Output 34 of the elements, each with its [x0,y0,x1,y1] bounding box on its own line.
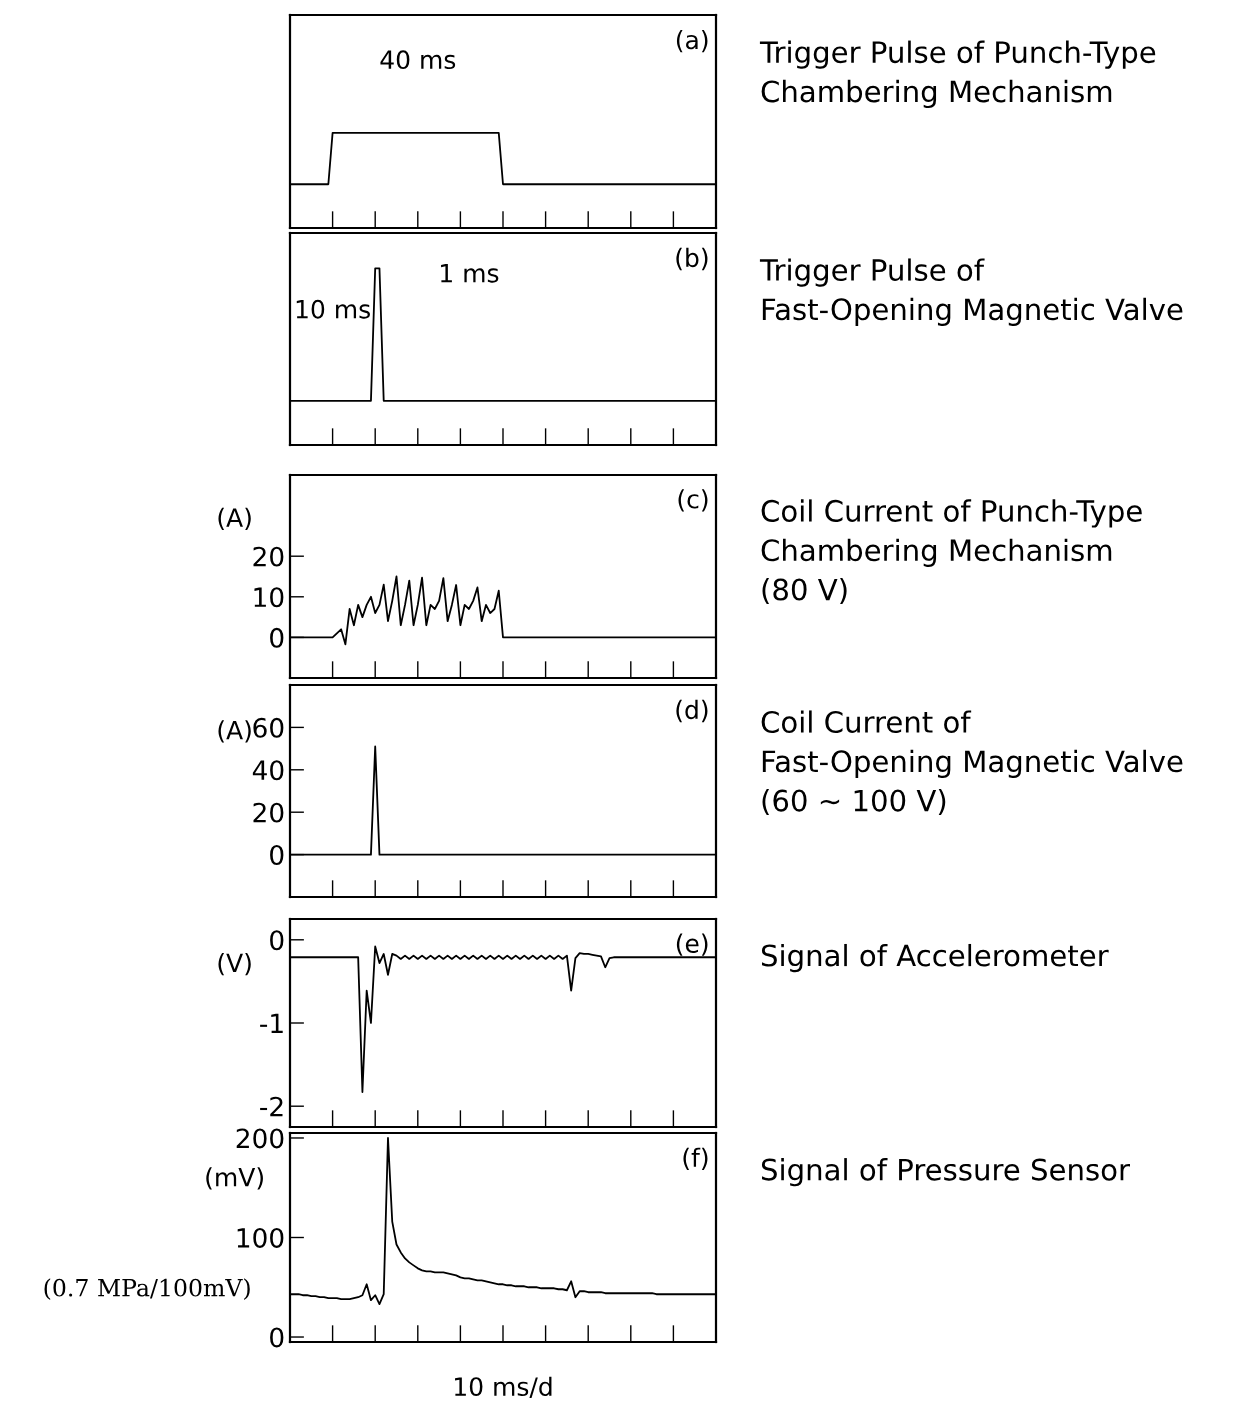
y-tick-label: 0 [270,930,284,951]
text: Coil Current of Punch-Type Chambering Mechanism (80 V) [761,499,1142,604]
text: Trigger Pulse of Fast-Opening Magnetic Valve [759,258,1183,326]
text: (0.7 MPa/100mV) [44,1278,250,1300]
y-tick-label: 100 [237,1227,284,1248]
text: 40 ms [380,50,456,70]
y-tick-label: -2 [260,1096,283,1117]
y-tick-label: 60 [253,717,284,738]
text: Trigger Pulse of Punch-Type Chambering Mechanism [759,40,1156,109]
annotation: 1 ms [441,264,499,283]
y-axis-title: (A) [218,720,251,743]
annotation: (e) [676,933,708,956]
y-tick-label: 0 [270,1327,284,1348]
y-tick-label: 20 [253,546,284,567]
annotation: 10 ms [296,299,370,319]
y-axis-title: (mV) [206,1167,263,1190]
y-tick-label: -1 [260,1013,283,1034]
y-axis-title: (V) [218,953,251,976]
annotation: (d) [676,699,708,723]
y-tick-label: 200 [236,1128,284,1149]
annotation: (c) [678,489,708,512]
annotation: (f) [683,1147,708,1170]
text: Coil Current of Fast-Opening Magnetic Valve (60 ~ 100 V) [761,710,1183,816]
y-tick-label: 40 [252,760,284,781]
y-axis-title: (A) [218,507,251,530]
y-tick-label: 10 [254,587,284,608]
y-tick-label: 0 [270,627,284,648]
y-tick-label: 20 [253,802,284,823]
text: Signal of Pressure Sensor [761,1158,1131,1187]
y-tick-label: 0 [270,845,284,865]
text: Signal of Accelerometer [761,943,1109,973]
x-axis-title: 10 ms/d [455,1376,552,1399]
annotation: (b) [676,247,708,271]
text: (a) [676,29,708,53]
